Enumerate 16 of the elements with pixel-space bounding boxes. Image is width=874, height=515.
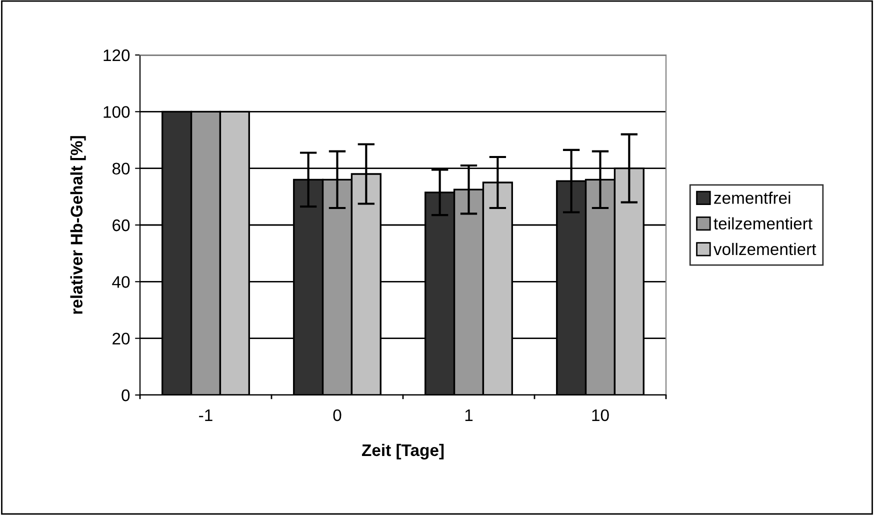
y-tick-label: 20: [112, 332, 130, 345]
y-tick-label: 40: [112, 276, 130, 288]
legend-label: teilzementiert: [714, 217, 812, 230]
x-axis-title: Zeit [Tage]: [362, 444, 444, 460]
y-axis-title: relativer Hb-Gehalt [%]: [70, 136, 86, 314]
legend-label: zementfrei: [714, 192, 790, 204]
y-tick-label: 0: [122, 389, 130, 402]
legend-label: vollzementiert: [714, 242, 816, 256]
y-tick-label: 100: [104, 106, 130, 118]
x-tick-label: -1: [199, 410, 212, 421]
y-tick-label: 120: [104, 49, 130, 62]
y-tick-label: 60: [112, 219, 130, 232]
x-tick-label: 0: [333, 409, 342, 422]
x-tick-label: 10: [592, 409, 609, 422]
y-tick-label: 80: [112, 162, 130, 175]
x-tick-label: 1: [465, 410, 473, 421]
